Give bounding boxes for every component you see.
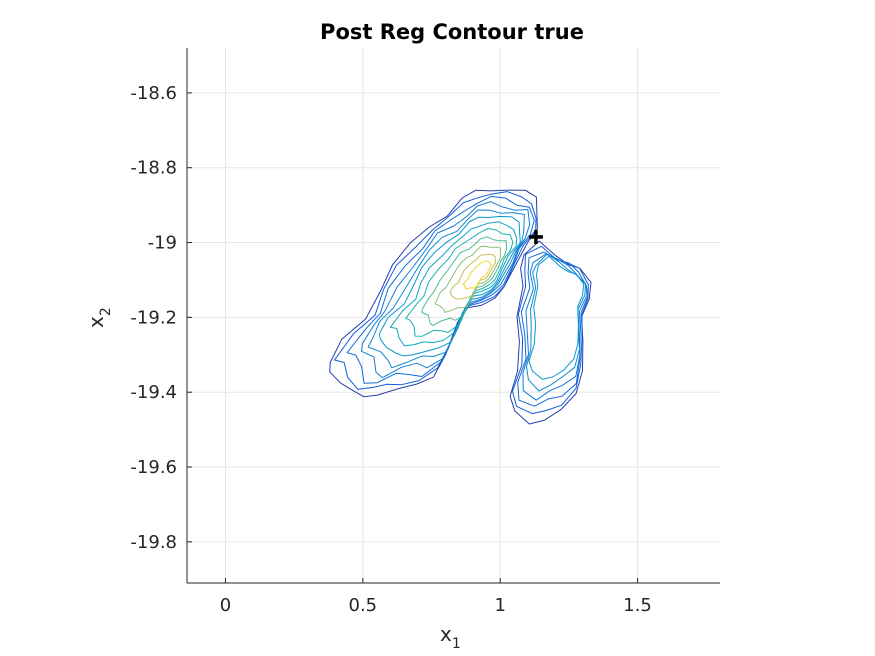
- y-tick-label: -19.6: [130, 457, 177, 478]
- chart-title: Post Reg Contour true: [320, 20, 584, 44]
- tick-labels: 0 0.5 1 1.5 -18.6 -18.8 -19 -19.2 -19.4 -19.6 -19.…: [130, 83, 651, 616]
- axes: [186, 48, 720, 584]
- y-tick-label: -19.4: [130, 382, 177, 403]
- contour-line-right-lobe: [512, 245, 589, 415]
- contour-line-main: [361, 201, 531, 379]
- x-tick-label: 1: [494, 595, 505, 616]
- y-tick-label: -19: [148, 233, 177, 254]
- y-axis-label: x2: [84, 307, 114, 328]
- grid: [187, 48, 720, 583]
- y-axis-label-main: x: [84, 316, 108, 328]
- contour-line-main: [405, 228, 514, 337]
- contour-line-right-lobe: [522, 253, 588, 401]
- x-tick-label: 0: [220, 595, 231, 616]
- contour-line-main: [462, 260, 492, 290]
- y-axis-label-sub: 2: [98, 307, 114, 316]
- contour-line-main: [449, 253, 496, 300]
- contour-line-main: [389, 221, 518, 347]
- x-tick-label: 0.5: [349, 595, 378, 616]
- contour-line-main: [367, 209, 525, 369]
- x-axis-label-main: x: [440, 622, 452, 646]
- contour-line-main: [421, 236, 508, 327]
- x-axis-label-sub: 1: [452, 636, 461, 652]
- contour-plot: [329, 189, 592, 425]
- y-tick-label: -18.8: [130, 158, 177, 179]
- contour-line-main: [434, 245, 502, 313]
- contour-line-right-lobe: [528, 255, 585, 380]
- plus-marker: [528, 229, 543, 244]
- contour-line-right-lobe: [517, 251, 589, 407]
- x-axis-label: x1: [440, 622, 461, 652]
- y-tick-label: -18.6: [130, 83, 177, 104]
- contour-line-right-lobe: [509, 240, 592, 425]
- y-tick-label: -19.2: [130, 307, 177, 328]
- contour-line-main: [329, 189, 538, 398]
- contour-line-main: [346, 195, 535, 384]
- contour-line-main: [378, 215, 521, 357]
- y-tick-label: -19.8: [130, 532, 177, 553]
- contour-line-main: [334, 191, 537, 390]
- x-tick-label: 1.5: [623, 595, 652, 616]
